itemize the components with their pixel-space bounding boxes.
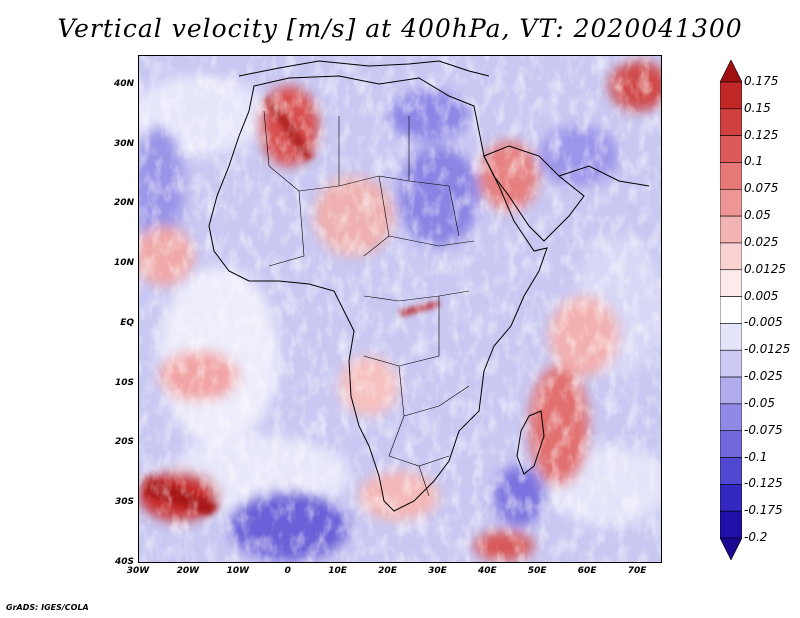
colorbar-label: 0.075: [744, 181, 779, 196]
colorbar-label: 0.125: [744, 127, 779, 142]
lat-tick-label: 10N: [113, 258, 134, 269]
lon-tick-label: 10W: [226, 566, 250, 576]
colorbar-bin: [720, 188, 742, 217]
lat-tick-label: EQ: [120, 317, 134, 328]
colorbar-label: -0.2: [744, 530, 768, 544]
grads-credit: GrADS: IGES/COLA: [6, 603, 89, 612]
colorbar-bin: [720, 269, 742, 297]
colorbar-bin: [720, 510, 742, 539]
colorbar-label: -0.005: [744, 315, 783, 330]
colorbar-bin: [720, 162, 742, 190]
colorbar-label: -0.05: [744, 395, 776, 410]
colorbar-bin: [720, 484, 742, 512]
lon-tick-label: 10E: [328, 566, 347, 576]
colorbar-bin: [720, 349, 742, 378]
colorbar-label: 0.025: [744, 234, 779, 249]
lat-tick-label: 10S: [114, 377, 134, 388]
colorbar-label: 0.15: [744, 100, 771, 115]
lon-tick-label: 50E: [527, 566, 547, 576]
velocity-field-map: [139, 56, 661, 562]
lon-tick-label: 20E: [378, 566, 397, 576]
colorbar-bin: [720, 108, 742, 136]
field-texture: [139, 56, 661, 562]
lat-tick-label: 30N: [113, 138, 134, 149]
colorbar-label: 0.05: [744, 208, 771, 223]
colorbar: [720, 60, 742, 560]
lat-tick-label: 20N: [113, 198, 134, 209]
colorbar-bin: [720, 376, 742, 405]
map-panel: [138, 55, 662, 563]
lon-tick-label: 60E: [577, 566, 597, 576]
coastlines: [208, 60, 650, 512]
country-borders: [263, 110, 475, 497]
colorbar-label: 0.0125: [744, 261, 786, 276]
colorbar-label: -0.125: [744, 476, 783, 491]
chart-title: Vertical velocity [m/s] at 400hPa, VT: 2…: [57, 14, 743, 43]
colorbar-bin: [720, 296, 742, 324]
colorbar-bin: [720, 457, 742, 485]
colorbar-bin: [720, 430, 742, 458]
colorbar-bin: [720, 81, 742, 110]
colorbar-label: 0.1: [744, 154, 764, 169]
colorbar-bin: [720, 135, 742, 163]
colorbar-label: -0.025: [744, 369, 783, 384]
colorbar-bin: [720, 537, 742, 560]
lon-tick-label: 30W: [126, 566, 150, 576]
colorbar-label: -0.175: [744, 503, 783, 518]
lat-tick-label: 40S: [114, 557, 134, 567]
colorbar-label: 0.005: [744, 288, 779, 303]
colorbar-bin: [720, 242, 742, 271]
lon-tick-label: 30E: [428, 566, 447, 576]
lat-tick-label: 30S: [114, 497, 134, 508]
lat-tick-label: 20S: [114, 437, 134, 448]
colorbar-label: -0.0125: [744, 342, 791, 357]
colorbar-label: -0.075: [744, 422, 783, 437]
lon-tick-label: 20W: [176, 566, 200, 576]
colorbar-bin: [720, 215, 742, 244]
colorbar-bin: [720, 60, 742, 83]
lon-tick-label: 0: [284, 566, 291, 576]
colorbar-bin: [720, 323, 742, 351]
lon-tick-label: 40E: [477, 566, 497, 576]
lon-tick-label: 70E: [627, 566, 647, 576]
colorbar-bin: [720, 403, 742, 432]
colorbar-label: 0.175: [744, 74, 779, 88]
lat-tick-label: 40N: [113, 78, 134, 89]
colorbar-label: -0.1: [744, 449, 768, 464]
